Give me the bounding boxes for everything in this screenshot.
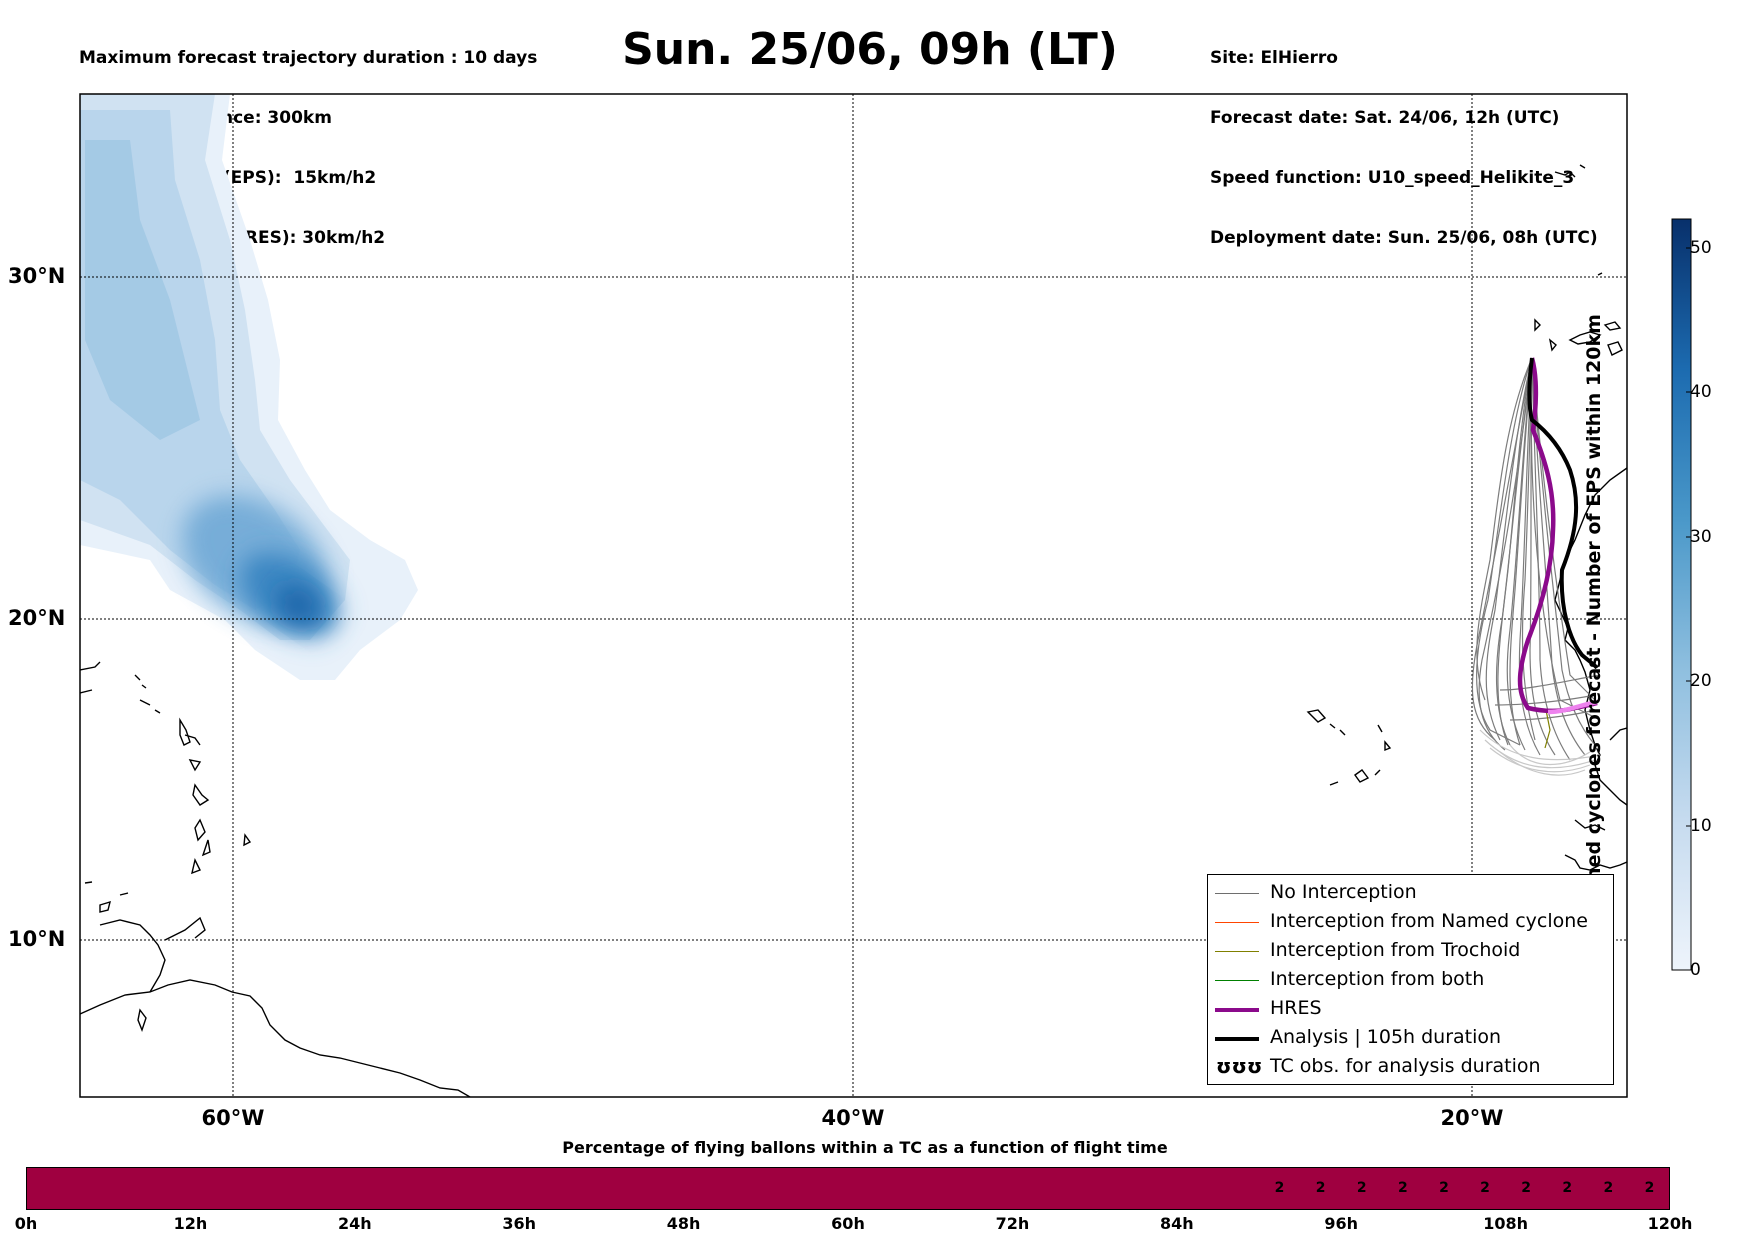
lon-label-20w: 20°W bbox=[1440, 1106, 1504, 1130]
colorbar-tick-label: 40 bbox=[1690, 382, 1712, 402]
colorbar-title: Named cyclones forecast - Number of EPS … bbox=[1583, 314, 1605, 916]
legend-item-trochoid: Interception from Trochoid bbox=[1208, 937, 1613, 966]
eps-density-field bbox=[80, 94, 418, 680]
legend-item-tc-obs: ʊʊʊ TC obs. for analysis duration bbox=[1208, 1053, 1613, 1082]
header-speed-function: Speed function: U10_speed_Helikite_3 bbox=[1210, 168, 1575, 188]
flight-bar-value-label: 2 bbox=[1397, 1180, 1408, 1196]
header-forecast-date: Forecast date: Sat. 24/06, 12h (UTC) bbox=[1210, 108, 1560, 128]
flight-bar-value-label: 2 bbox=[1562, 1180, 1573, 1196]
flight-bar-title: Percentage of flying ballons within a TC… bbox=[562, 1138, 1168, 1157]
legend-label: HRES bbox=[1270, 997, 1322, 1019]
legend-label: Interception from Trochoid bbox=[1270, 939, 1521, 961]
legend-swatch bbox=[1215, 893, 1259, 894]
legend-swatch bbox=[1215, 980, 1259, 981]
flight-bar-tick-label: 12h bbox=[173, 1214, 208, 1233]
flight-bar-tick-label: 72h bbox=[995, 1214, 1030, 1233]
map-legend: No Interception Interception from Named … bbox=[1207, 874, 1614, 1085]
legend-label: Interception from Named cyclone bbox=[1270, 910, 1588, 932]
flight-bar-tick-label: 48h bbox=[666, 1214, 701, 1233]
flight-bar-value-label: 2 bbox=[1439, 1180, 1449, 1196]
legend-swatch bbox=[1215, 1008, 1259, 1012]
legend-label: Analysis | 105h duration bbox=[1270, 1026, 1502, 1048]
legend-swatch bbox=[1215, 1037, 1259, 1041]
legend-item-no-interception: No Interception bbox=[1208, 879, 1613, 908]
colorbar-tick-label: 20 bbox=[1690, 671, 1712, 691]
legend-label: Interception from both bbox=[1270, 968, 1485, 990]
flight-bar-tick-label: 84h bbox=[1159, 1214, 1194, 1233]
header-site: Site: ElHierro bbox=[1210, 48, 1338, 68]
lon-label-60w: 60°W bbox=[201, 1106, 265, 1130]
legend-label: TC obs. for analysis duration bbox=[1270, 1055, 1541, 1077]
colorbar-tick-label: 10 bbox=[1690, 816, 1712, 836]
flight-bar-tick-label: 120h bbox=[1647, 1214, 1693, 1233]
flight-bar-value-label: 2 bbox=[1521, 1180, 1532, 1196]
flight-bar-value-label: 2 bbox=[1480, 1180, 1490, 1196]
header-max-duration: Maximum forecast trajectory duration : 1… bbox=[79, 48, 538, 68]
flight-bar-value-label: 2 bbox=[1315, 1180, 1326, 1196]
legend-item-both: Interception from both bbox=[1208, 966, 1613, 995]
flight-bar-tick-label: 60h bbox=[831, 1214, 865, 1233]
colorbar bbox=[1671, 218, 1692, 971]
colorbar-tick-label: 50 bbox=[1690, 238, 1712, 258]
legend-item-analysis: Analysis | 105h duration bbox=[1208, 1024, 1613, 1053]
lon-label-40w: 40°W bbox=[821, 1106, 885, 1130]
header-info-right: Site: ElHierro Forecast date: Sat. 24/06… bbox=[1210, 8, 1598, 268]
legend-swatch bbox=[1215, 951, 1259, 952]
analysis-track bbox=[1527, 357, 1599, 670]
map-frame bbox=[79, 93, 1628, 1098]
flight-bar-tick-label: 24h bbox=[337, 1214, 372, 1233]
hres-track-tail bbox=[1547, 699, 1598, 715]
lat-label-20n: 20°N bbox=[8, 606, 66, 630]
legend-item-named-cyclone: Interception from Named cyclone bbox=[1208, 908, 1613, 937]
flight-bar-value-label: 2 bbox=[1644, 1180, 1655, 1196]
tc-obs-symbol-icon: ʊʊʊ bbox=[1216, 1054, 1263, 1078]
legend-item-hres: HRES bbox=[1208, 995, 1613, 1024]
colorbar-ticks bbox=[1686, 247, 1691, 971]
flight-bar-tick-label: 36h bbox=[502, 1214, 537, 1233]
flight-bar-value-label: 2 bbox=[1274, 1180, 1285, 1196]
header-deployment-date: Deployment date: Sun. 25/06, 08h (UTC) bbox=[1210, 228, 1598, 248]
coastlines bbox=[80, 164, 1627, 1097]
lat-label-10n: 10°N bbox=[8, 927, 66, 951]
flight-bar-tick-label: 0h bbox=[14, 1214, 38, 1233]
flight-bar-tick-label: 96h bbox=[1324, 1214, 1359, 1233]
colorbar-tick-label: 0 bbox=[1690, 960, 1701, 980]
flight-bar-tick-label: 108h bbox=[1483, 1214, 1528, 1233]
lat-label-30n: 30°N bbox=[8, 264, 66, 288]
colorbar-tick-label: 30 bbox=[1690, 527, 1712, 547]
legend-swatch bbox=[1215, 922, 1259, 923]
map-title: Sun. 25/06, 09h (LT) bbox=[622, 24, 1118, 75]
flight-bar-value-label: 2 bbox=[1356, 1180, 1367, 1196]
flight-bar bbox=[26, 1167, 1670, 1210]
flight-bar-value-label: 2 bbox=[1603, 1180, 1614, 1196]
legend-label: No Interception bbox=[1270, 881, 1417, 903]
